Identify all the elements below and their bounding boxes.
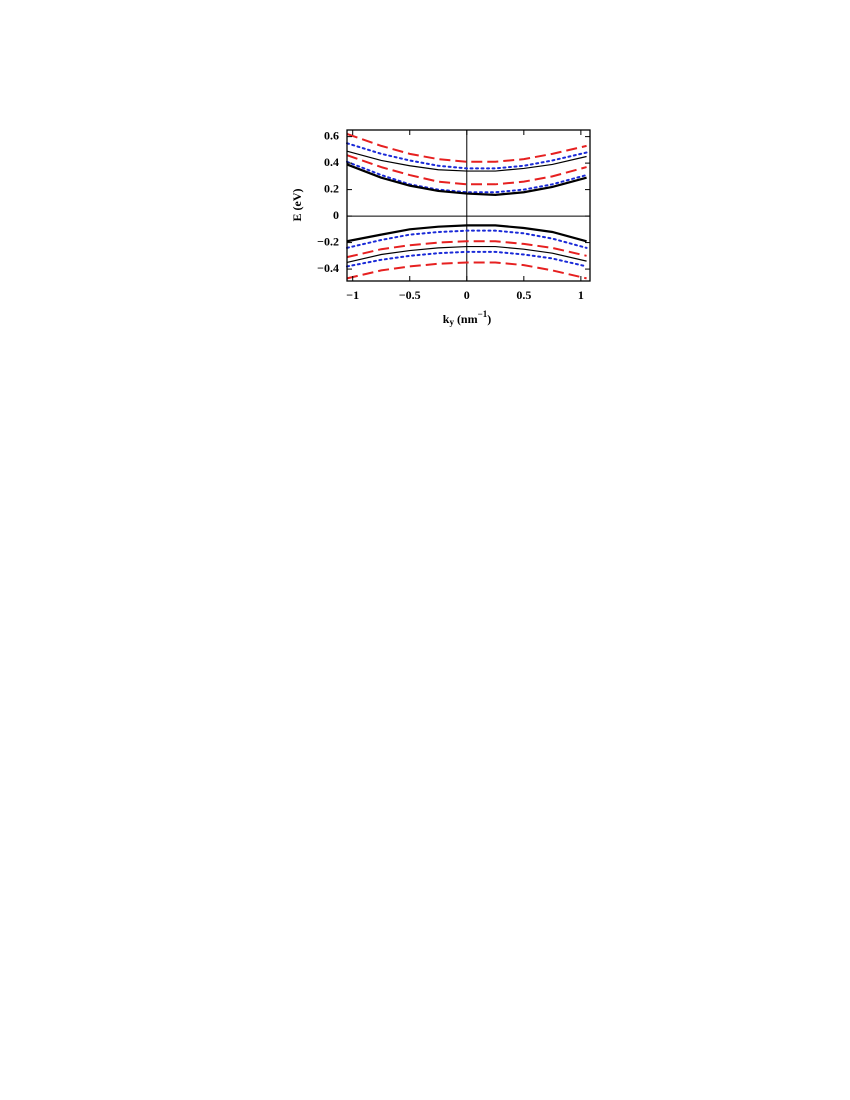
x-label-sup: −1 [478, 309, 488, 319]
y-tick-label: −0.4 [317, 261, 339, 275]
y-tick-label: 0.4 [324, 155, 339, 169]
band-line [346, 261, 587, 280]
band-line [346, 154, 587, 186]
y-tick-label: 0.6 [324, 128, 339, 142]
band-line [346, 229, 588, 249]
x-tick-label: −1 [346, 288, 359, 302]
y-tick-label: 0.2 [324, 181, 339, 195]
y-tick-label: 0 [333, 208, 339, 222]
band-line [346, 142, 588, 170]
band-line [346, 250, 588, 268]
x-tick-label: 1 [578, 288, 584, 302]
y-tick-label: −0.2 [317, 234, 339, 248]
x-label-end: ) [487, 312, 491, 326]
band-line [346, 245, 587, 264]
x-tick-label: 0.5 [516, 288, 531, 302]
x-axis-label: ky (nm−1) [443, 309, 492, 327]
x-label-sub: y [449, 317, 454, 327]
plot-frame [346, 129, 591, 282]
x-label-base: k [443, 312, 450, 326]
band-line [346, 163, 587, 197]
band-line [346, 160, 588, 194]
band-line [346, 224, 587, 243]
band-line [346, 150, 587, 172]
x-label-text: (nm [454, 312, 478, 326]
x-tick-label: 0 [464, 288, 470, 302]
band-line [346, 133, 587, 163]
y-axis-label: E (eV) [290, 189, 304, 222]
x-tick-label: −0.5 [399, 288, 421, 302]
band-line [346, 240, 587, 259]
